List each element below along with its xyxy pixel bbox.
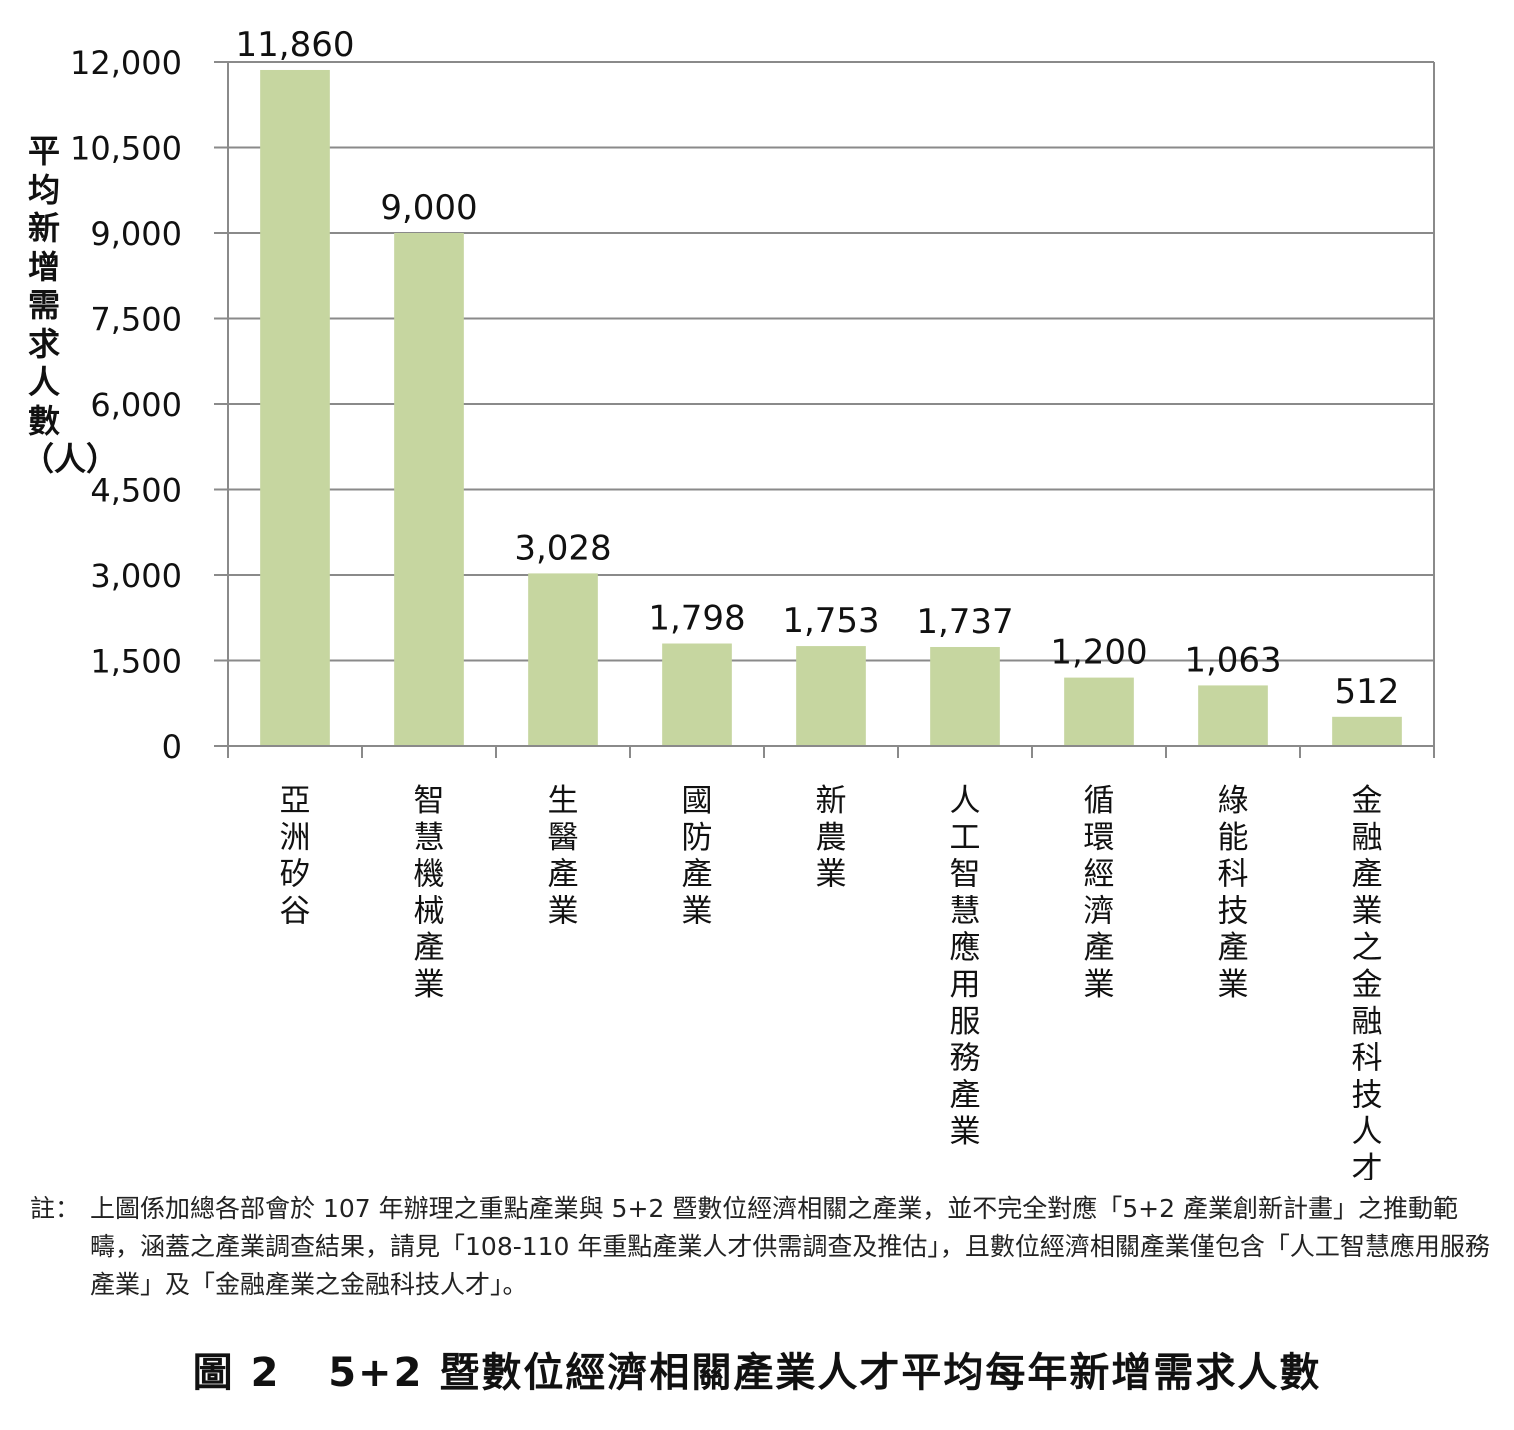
y-tick-labels: 0 1,500 3,000 4,500 6,000 7,500 9,000 10,500 12,… xyxy=(70,44,182,766)
y-tick-label: 1,500 xyxy=(90,643,182,681)
bar xyxy=(394,233,464,746)
y-tick-label: 9,000 xyxy=(90,215,182,253)
data-label: 9,000 xyxy=(380,188,477,228)
x-tick-label: 智慧機械產業 xyxy=(414,783,445,1003)
x-tick-label: 生醫產業 xyxy=(548,783,579,929)
x-tick-label: 金融產業之金融科技人才 xyxy=(1352,783,1383,1180)
bar-chart: 0 1,500 3,000 4,500 6,000 7,500 9,000 10,500 12,… xyxy=(70,25,1435,1180)
x-tick-label: 循環經濟產業 xyxy=(1084,783,1115,1003)
y-tick-label: 12,000 xyxy=(70,44,182,82)
figure-note: 註： 上圖係加總各部會於 107 年辦理之重點產業與 5+2 暨數位經濟相關之產… xyxy=(30,1190,1500,1304)
figure-number: 圖 2 xyxy=(192,1350,281,1396)
data-label: 1,063 xyxy=(1184,640,1281,680)
data-label: 512 xyxy=(1335,672,1400,712)
x-tick-labels: 亞洲矽谷 智慧機械產業 生醫產業 國防產業 新農業 人工智慧應用服務產業 循環經濟產業 綠能科… xyxy=(280,783,1383,1180)
data-label: 1,753 xyxy=(782,601,879,641)
y-tick-label: 0 xyxy=(162,728,182,766)
note-text: 上圖係加總各部會於 107 年辦理之重點產業與 5+2 暨數位經濟相關之產業，並… xyxy=(90,1194,1490,1299)
y-tick-label: 6,000 xyxy=(90,386,182,424)
x-tick-label: 綠能科技產業 xyxy=(1218,783,1249,1003)
data-label: 1,737 xyxy=(916,602,1013,642)
bars xyxy=(260,69,1402,747)
bar xyxy=(1064,677,1134,746)
bar xyxy=(1198,685,1268,746)
y-tick-label: 10,500 xyxy=(70,130,182,168)
data-label: 3,028 xyxy=(514,528,611,568)
y-tick-label: 3,000 xyxy=(90,557,182,595)
data-label: 1,798 xyxy=(648,599,745,639)
bar xyxy=(260,69,330,747)
figure-title: 5+2 暨數位經濟相關產業人才平均每年新增需求人數 xyxy=(328,1350,1322,1396)
bar xyxy=(930,646,1000,746)
x-tick-label: 人工智慧應用服務產業 xyxy=(950,783,981,1150)
y-tick-label: 7,500 xyxy=(90,301,182,339)
axes xyxy=(214,61,1435,758)
note-head: 註： xyxy=(30,1194,81,1223)
bar xyxy=(528,573,598,746)
data-label: 1,200 xyxy=(1050,633,1147,673)
x-tick-label: 亞洲矽谷 xyxy=(280,783,311,929)
figure-caption: 圖 2 5+2 暨數位經濟相關產業人才平均每年新增需求人數 xyxy=(0,1340,1514,1398)
x-tick-label: 新農業 xyxy=(816,783,847,893)
bar xyxy=(662,643,732,746)
value-labels: 11,860 9,000 3,028 1,798 1,753 1,737 1,200 1,06… xyxy=(236,25,1400,712)
y-tick-label: 4,500 xyxy=(90,472,182,510)
data-label: 11,860 xyxy=(236,25,355,65)
bar xyxy=(796,646,866,746)
y-axis-label: 平均新增需求人數（人） xyxy=(22,132,119,478)
x-tick-label: 國防產業 xyxy=(682,783,713,929)
bar xyxy=(1332,716,1402,746)
